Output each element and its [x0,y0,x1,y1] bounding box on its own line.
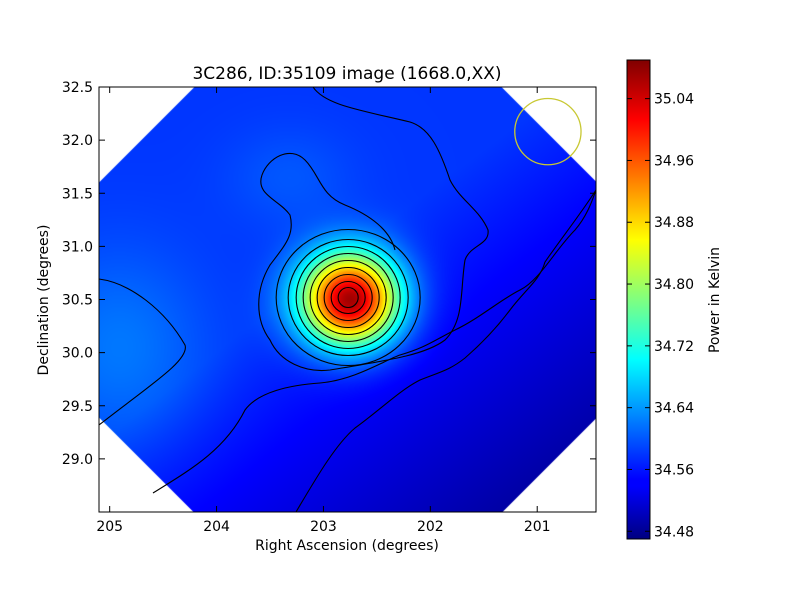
contour-lines [99,87,596,512]
colorbar-label: Power in Kelvin [707,247,723,353]
y-tick-label: 30.0 [62,346,93,362]
colorbar-tick-label: 34.72 [654,339,694,355]
contour-line [287,238,409,357]
colorbar-tick-label: 34.56 [654,462,694,478]
y-tick-label: 31.0 [62,239,93,255]
y-axis: 29.0 29.5 30.0 30.5 31.0 31.5 32.0 32.5 [62,80,596,468]
contour-line [316,266,380,329]
x-tick-label: 205 [96,519,123,535]
beam-circle [514,97,582,166]
x-axis: 205 204 203 202 201 [96,87,551,535]
colorbar-tick-label: 34.48 [654,524,694,540]
y-tick-label: 31.5 [62,186,93,202]
colorbar: 34.48 34.56 34.64 34.72 34.80 34.88 34.96 35.04… [626,59,723,540]
contour-line [99,278,186,426]
colorbar-gradient [626,59,651,540]
chart-title: 3C286, ID:35109 image (1668.0,XX) [192,64,501,84]
contour-line [302,252,394,343]
y-tick-label: 29.5 [62,399,93,415]
heatmap-image [99,87,596,512]
contour-line [258,87,489,372]
contour-line [330,280,366,315]
y-tick-label: 29.0 [62,452,93,468]
colorbar-tick-label: 34.88 [654,215,694,231]
x-tick-label: 203 [310,519,337,535]
contour-line [275,228,421,367]
x-tick-label: 201 [524,519,551,535]
colorbar-tick-label: 34.64 [654,401,694,417]
contour-line [309,259,387,336]
colorbar-tick-label: 35.04 [654,92,694,108]
y-tick-label: 30.5 [62,293,93,309]
x-axis-label: Right Ascension (degrees) [255,538,439,554]
contour-line [323,273,373,322]
contour-line [295,245,401,350]
colorbar-tick-label: 34.96 [654,153,694,169]
colorbar-tick-label: 34.80 [654,277,694,293]
contour-line [152,189,596,494]
y-tick-label: 32.5 [62,80,93,96]
x-tick-label: 204 [203,519,230,535]
y-tick-label: 32.0 [62,133,93,149]
y-axis-label: Declination (degrees) [36,225,52,376]
x-tick-label: 202 [417,519,444,535]
contour-line [295,189,596,512]
contour-line [337,286,359,309]
